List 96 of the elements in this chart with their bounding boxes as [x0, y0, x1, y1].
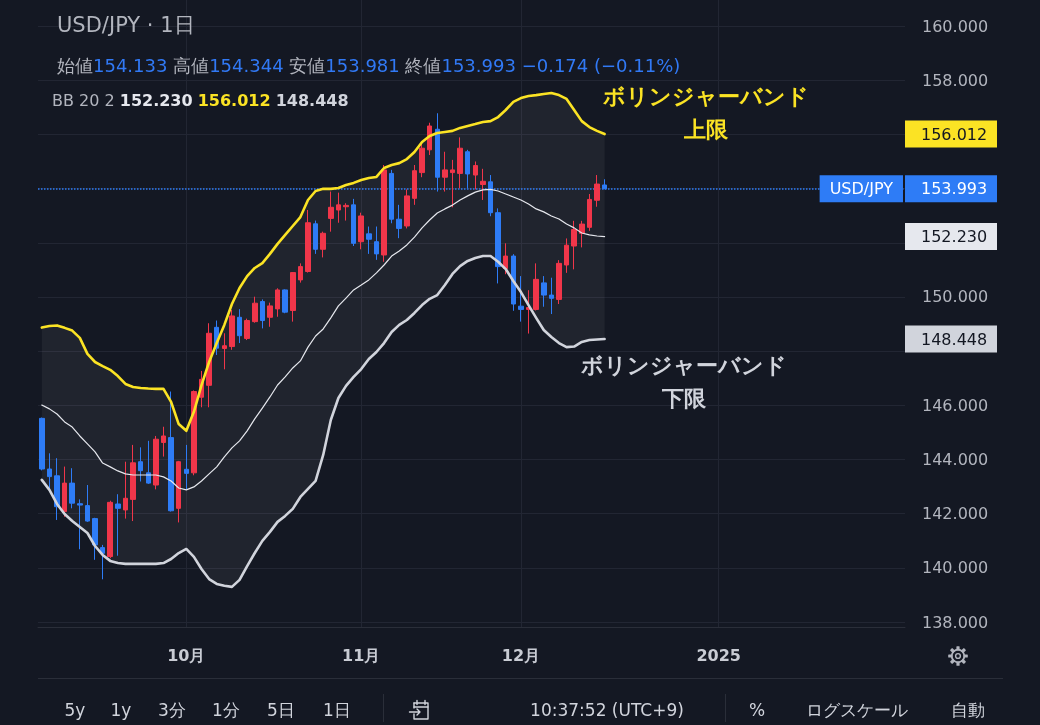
- text: 156.012: [921, 124, 988, 144]
- candlestick: [267, 302, 273, 328]
- candlestick: [579, 220, 585, 248]
- candlestick: [85, 484, 90, 523]
- candlestick: [298, 262, 303, 284]
- series-label: ボリンジャーバンド下限: [579, 353, 787, 412]
- candlestick: [176, 460, 181, 523]
- candlestick: [237, 308, 242, 344]
- candlestick: [244, 318, 250, 341]
- candlestick: [222, 332, 227, 370]
- candlestick: [503, 242, 508, 275]
- candlestick: [313, 220, 318, 255]
- y-tick-label: 138.000: [922, 612, 989, 632]
- y-tick-label: 150.000: [922, 287, 989, 307]
- candlestick: [396, 204, 402, 239]
- candlestick: [123, 461, 128, 520]
- x-tick-label: 12月: [501, 645, 541, 665]
- text: 153.993: [921, 179, 988, 199]
- text: ログスケール: [806, 699, 908, 722]
- text: 10:37:52 (UTC+9): [530, 699, 684, 722]
- candlestick: [282, 288, 288, 314]
- candlestick: [92, 517, 98, 561]
- candlestick: [305, 209, 311, 274]
- candlestick: [351, 198, 356, 247]
- x-tick-label: 2025: [696, 645, 741, 665]
- annotation: BB 20 2 152.230 156.012 148.448: [52, 90, 349, 110]
- candlestick: [571, 220, 577, 270]
- candlestick: [260, 298, 265, 329]
- y-tick-label: 158.000: [922, 70, 989, 90]
- candlestick: [252, 296, 258, 324]
- y-tick-label: 146.000: [922, 395, 989, 415]
- candlestick: [336, 192, 341, 224]
- x-tick-label: 10月: [167, 645, 206, 665]
- candlestick: [107, 500, 113, 559]
- candlestick: [168, 391, 174, 513]
- candlestick: [62, 466, 67, 518]
- candlestick: [533, 262, 539, 312]
- candlestick: [404, 188, 410, 229]
- candlestick: [594, 174, 600, 208]
- candlestick: [587, 193, 592, 232]
- candlestick: [69, 467, 75, 509]
- candlestick: [366, 226, 372, 255]
- text: USD/JPY · 1日: [57, 12, 195, 37]
- text: 5y: [64, 699, 86, 722]
- candlestick: [229, 309, 235, 351]
- text: %: [748, 699, 766, 722]
- candlestick: [564, 237, 569, 274]
- candlestick: [480, 168, 486, 201]
- candlestick: [290, 271, 296, 323]
- candlestick: [473, 160, 478, 190]
- candlestick: [320, 231, 326, 258]
- candlestick: [77, 498, 83, 550]
- text: 始値154.133 高値154.344 安値153.981 終値153.993 −0.174 (−0.11%): [57, 54, 681, 76]
- candlestick: [100, 544, 105, 580]
- text: 5日: [267, 699, 295, 722]
- candlestick: [556, 259, 562, 305]
- y-tick-label: 144.000: [922, 450, 989, 470]
- candlestick: [358, 212, 364, 250]
- text: 3分: [158, 699, 186, 722]
- candlestick: [161, 426, 166, 458]
- candlestick: [541, 275, 547, 308]
- candlestick: [153, 435, 159, 490]
- candlestick: [511, 253, 516, 312]
- candlestick: [328, 191, 334, 233]
- candlestick: [450, 159, 455, 208]
- candlestick: [39, 417, 45, 471]
- candlestick: [381, 164, 387, 263]
- candlestick: [138, 446, 143, 482]
- candlestick: [130, 444, 136, 522]
- text: 1日: [323, 699, 351, 722]
- y-tick-label: 160.000: [922, 16, 989, 36]
- x-tick-label: 11月: [342, 645, 381, 665]
- text: 1分: [212, 699, 240, 722]
- candlestick: [412, 164, 417, 206]
- candlestick: [442, 151, 448, 193]
- y-tick-label: 142.000: [922, 504, 989, 524]
- line-series: [40, 254, 606, 589]
- candlestick: [275, 287, 280, 318]
- candlestick: [374, 226, 379, 261]
- candlestick: [47, 452, 52, 491]
- candlestick: [495, 207, 501, 284]
- text: 152.230: [921, 227, 988, 247]
- candlestick: [518, 275, 524, 323]
- candlestick: [419, 142, 425, 178]
- candlestick: [549, 277, 554, 315]
- text: 自動: [951, 699, 985, 722]
- series-label: ボリンジャーバンド上限: [601, 84, 809, 143]
- line-series: [41, 188, 606, 491]
- candlestick: [343, 202, 349, 222]
- candlestick: [457, 136, 463, 189]
- y-tick-label: 140.000: [922, 558, 989, 578]
- text: 1y: [110, 699, 132, 722]
- candlestick: [115, 493, 121, 557]
- ref-line-label: USD/JPY: [829, 179, 894, 199]
- text: 148.448: [921, 329, 988, 349]
- candlestick: [184, 444, 189, 490]
